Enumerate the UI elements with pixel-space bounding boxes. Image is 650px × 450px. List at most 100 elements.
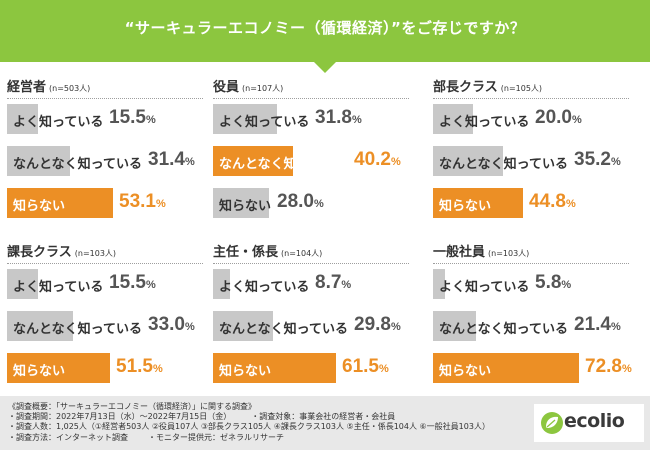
- value-number: 31.8: [315, 107, 352, 128]
- bar: [213, 311, 273, 341]
- percent-sign: %: [610, 156, 621, 168]
- panel-header: 課長クラス (n=103人): [7, 241, 116, 261]
- percent-sign: %: [145, 279, 156, 291]
- panel-divider: [213, 98, 409, 99]
- category-label: なんとなく知っている: [439, 157, 568, 172]
- category-label: よく知っている: [219, 115, 310, 130]
- bar: [433, 104, 473, 134]
- bar: [7, 104, 38, 134]
- bar-row: よく知っている 31.8%: [213, 104, 423, 134]
- survey-period: ・調査期間：2022年7月13日（水）～2022年7月15日（金）: [8, 412, 232, 422]
- value-number: 15.5: [109, 107, 146, 128]
- percent-sign: %: [351, 114, 362, 126]
- category-label: 知らない: [13, 199, 66, 214]
- percent-sign: %: [184, 321, 195, 333]
- category-label: なんとなく知っている: [13, 322, 142, 337]
- panel-title: 役員: [213, 80, 240, 95]
- leaf-icon: [541, 412, 563, 434]
- value-number: 5.8: [535, 272, 562, 293]
- bar-row: よく知っている 8.7%: [213, 269, 423, 299]
- survey-people: ・調査人数：1,025人（①経営者503人 ②役員107人 ③部長クラス105人…: [8, 422, 490, 432]
- bar-row: なんとなく知っている 40.2%: [213, 146, 423, 176]
- value-number: 28.0: [277, 191, 314, 212]
- percent-sign: %: [155, 198, 166, 210]
- sample-size-label: (n=105人): [500, 84, 543, 93]
- category-label: なんとなく知っている: [439, 322, 568, 337]
- panel-divider: [7, 263, 203, 264]
- percent-sign: %: [571, 114, 582, 126]
- value-label: 31.4%: [148, 149, 195, 171]
- survey-footer: 《調査概要：「サーキュラーエコノミー（循環経済）」に関する調査》 ・調査期間：2…: [0, 396, 650, 450]
- logo-text: ecolio: [564, 410, 625, 432]
- percent-sign: %: [390, 156, 401, 168]
- sample-size-label: (n=104人): [281, 249, 323, 258]
- sample-size-label: (n=503人): [49, 84, 91, 93]
- percent-sign: %: [152, 363, 163, 375]
- bar: [433, 269, 445, 299]
- chart-panel: 課長クラス (n=103人) よく知っている 15.5% なんとなく知っている 33.0%…: [7, 241, 217, 401]
- panel-header: 役員 (n=107人): [213, 76, 283, 96]
- value-label: 31.8%: [315, 107, 362, 129]
- value-label: 15.5%: [109, 107, 156, 129]
- panel-header: 主任・係長 (n=104人): [213, 241, 322, 261]
- sample-size-label: (n=103人): [74, 249, 117, 258]
- value-number: 53.1: [119, 191, 156, 212]
- panel-header: 部長クラス (n=105人): [433, 76, 542, 96]
- category-label: 知らない: [13, 364, 66, 379]
- bar: [7, 269, 38, 299]
- bar-row: よく知っている 15.5%: [7, 104, 217, 134]
- percent-sign: %: [378, 363, 389, 375]
- chart-panel: 経営者 (n=503人) よく知っている 15.5% なんとなく知っている 31.4% 知ら…: [7, 76, 217, 236]
- value-label: 53.1%: [119, 191, 166, 213]
- percent-sign: %: [565, 198, 576, 210]
- category-label: よく知っている: [13, 115, 104, 130]
- category-label: 知らない: [439, 364, 492, 379]
- percent-sign: %: [390, 321, 401, 333]
- bar-row: なんとなく知っている 35.2%: [433, 146, 643, 176]
- bar-row: なんとなく知っている 31.4%: [7, 146, 217, 176]
- category-label: よく知っている: [219, 280, 310, 295]
- bar-highlight: [7, 188, 113, 218]
- bar: [433, 311, 476, 341]
- value-label: 20.0%: [535, 107, 582, 129]
- value-number: 33.0: [148, 314, 185, 335]
- bar-row: なんとなく知っている 29.8%: [213, 311, 423, 341]
- value-number: 31.4: [148, 149, 185, 170]
- bar-highlight: [433, 353, 579, 383]
- category-label: よく知っている: [13, 280, 104, 295]
- value-label: 40.2%: [354, 149, 401, 171]
- value-label: 15.5%: [109, 272, 156, 294]
- bar-row: 知らない 61.5%: [213, 353, 423, 383]
- chart-panel: 役員 (n=107人) よく知っている 31.8% なんとなく知っている 40.2% 知らな…: [213, 76, 423, 236]
- value-number: 72.8: [585, 356, 622, 377]
- value-number: 20.0: [535, 107, 572, 128]
- value-label: 33.0%: [148, 314, 195, 336]
- value-number: 35.2: [574, 149, 611, 170]
- banner-arrow: [314, 62, 336, 73]
- panel-title: 主任・係長: [213, 245, 279, 260]
- bar-row: よく知っている 15.5%: [7, 269, 217, 299]
- chart-panel: 主任・係長 (n=104人) よく知っている 8.7% なんとなく知っている 29.8% 知…: [213, 241, 423, 401]
- bar-row: 知らない 44.8%: [433, 188, 643, 218]
- panel-title: 経営者: [7, 80, 47, 95]
- chart-panel: 一般社員 (n=103人) よく知っている 5.8% なんとなく知っている 21.4% 知ら…: [433, 241, 643, 401]
- bar-row: 知らない 72.8%: [433, 353, 643, 383]
- value-label: 21.4%: [574, 314, 621, 336]
- percent-sign: %: [184, 156, 195, 168]
- percent-sign: %: [621, 363, 632, 375]
- value-number: 40.2: [354, 149, 391, 170]
- survey-method: ・調査方法：インターネット調査: [8, 432, 128, 442]
- bar: [213, 269, 230, 299]
- ecolio-logo: ecolio: [534, 404, 644, 442]
- percent-sign: %: [145, 114, 156, 126]
- percent-sign: %: [561, 279, 572, 291]
- value-number: 61.5: [342, 356, 379, 377]
- survey-provider: ・モニター提供元：ゼネラルリサーチ: [148, 432, 284, 442]
- category-label: 知らない: [219, 199, 272, 214]
- panel-divider: [213, 263, 409, 264]
- panel-title: 課長クラス: [7, 245, 72, 260]
- value-label: 28.0%: [277, 191, 324, 213]
- bar-row: なんとなく知っている 21.4%: [433, 311, 643, 341]
- category-label: なんとなく知っている: [219, 157, 348, 172]
- category-label: よく知っている: [439, 280, 530, 295]
